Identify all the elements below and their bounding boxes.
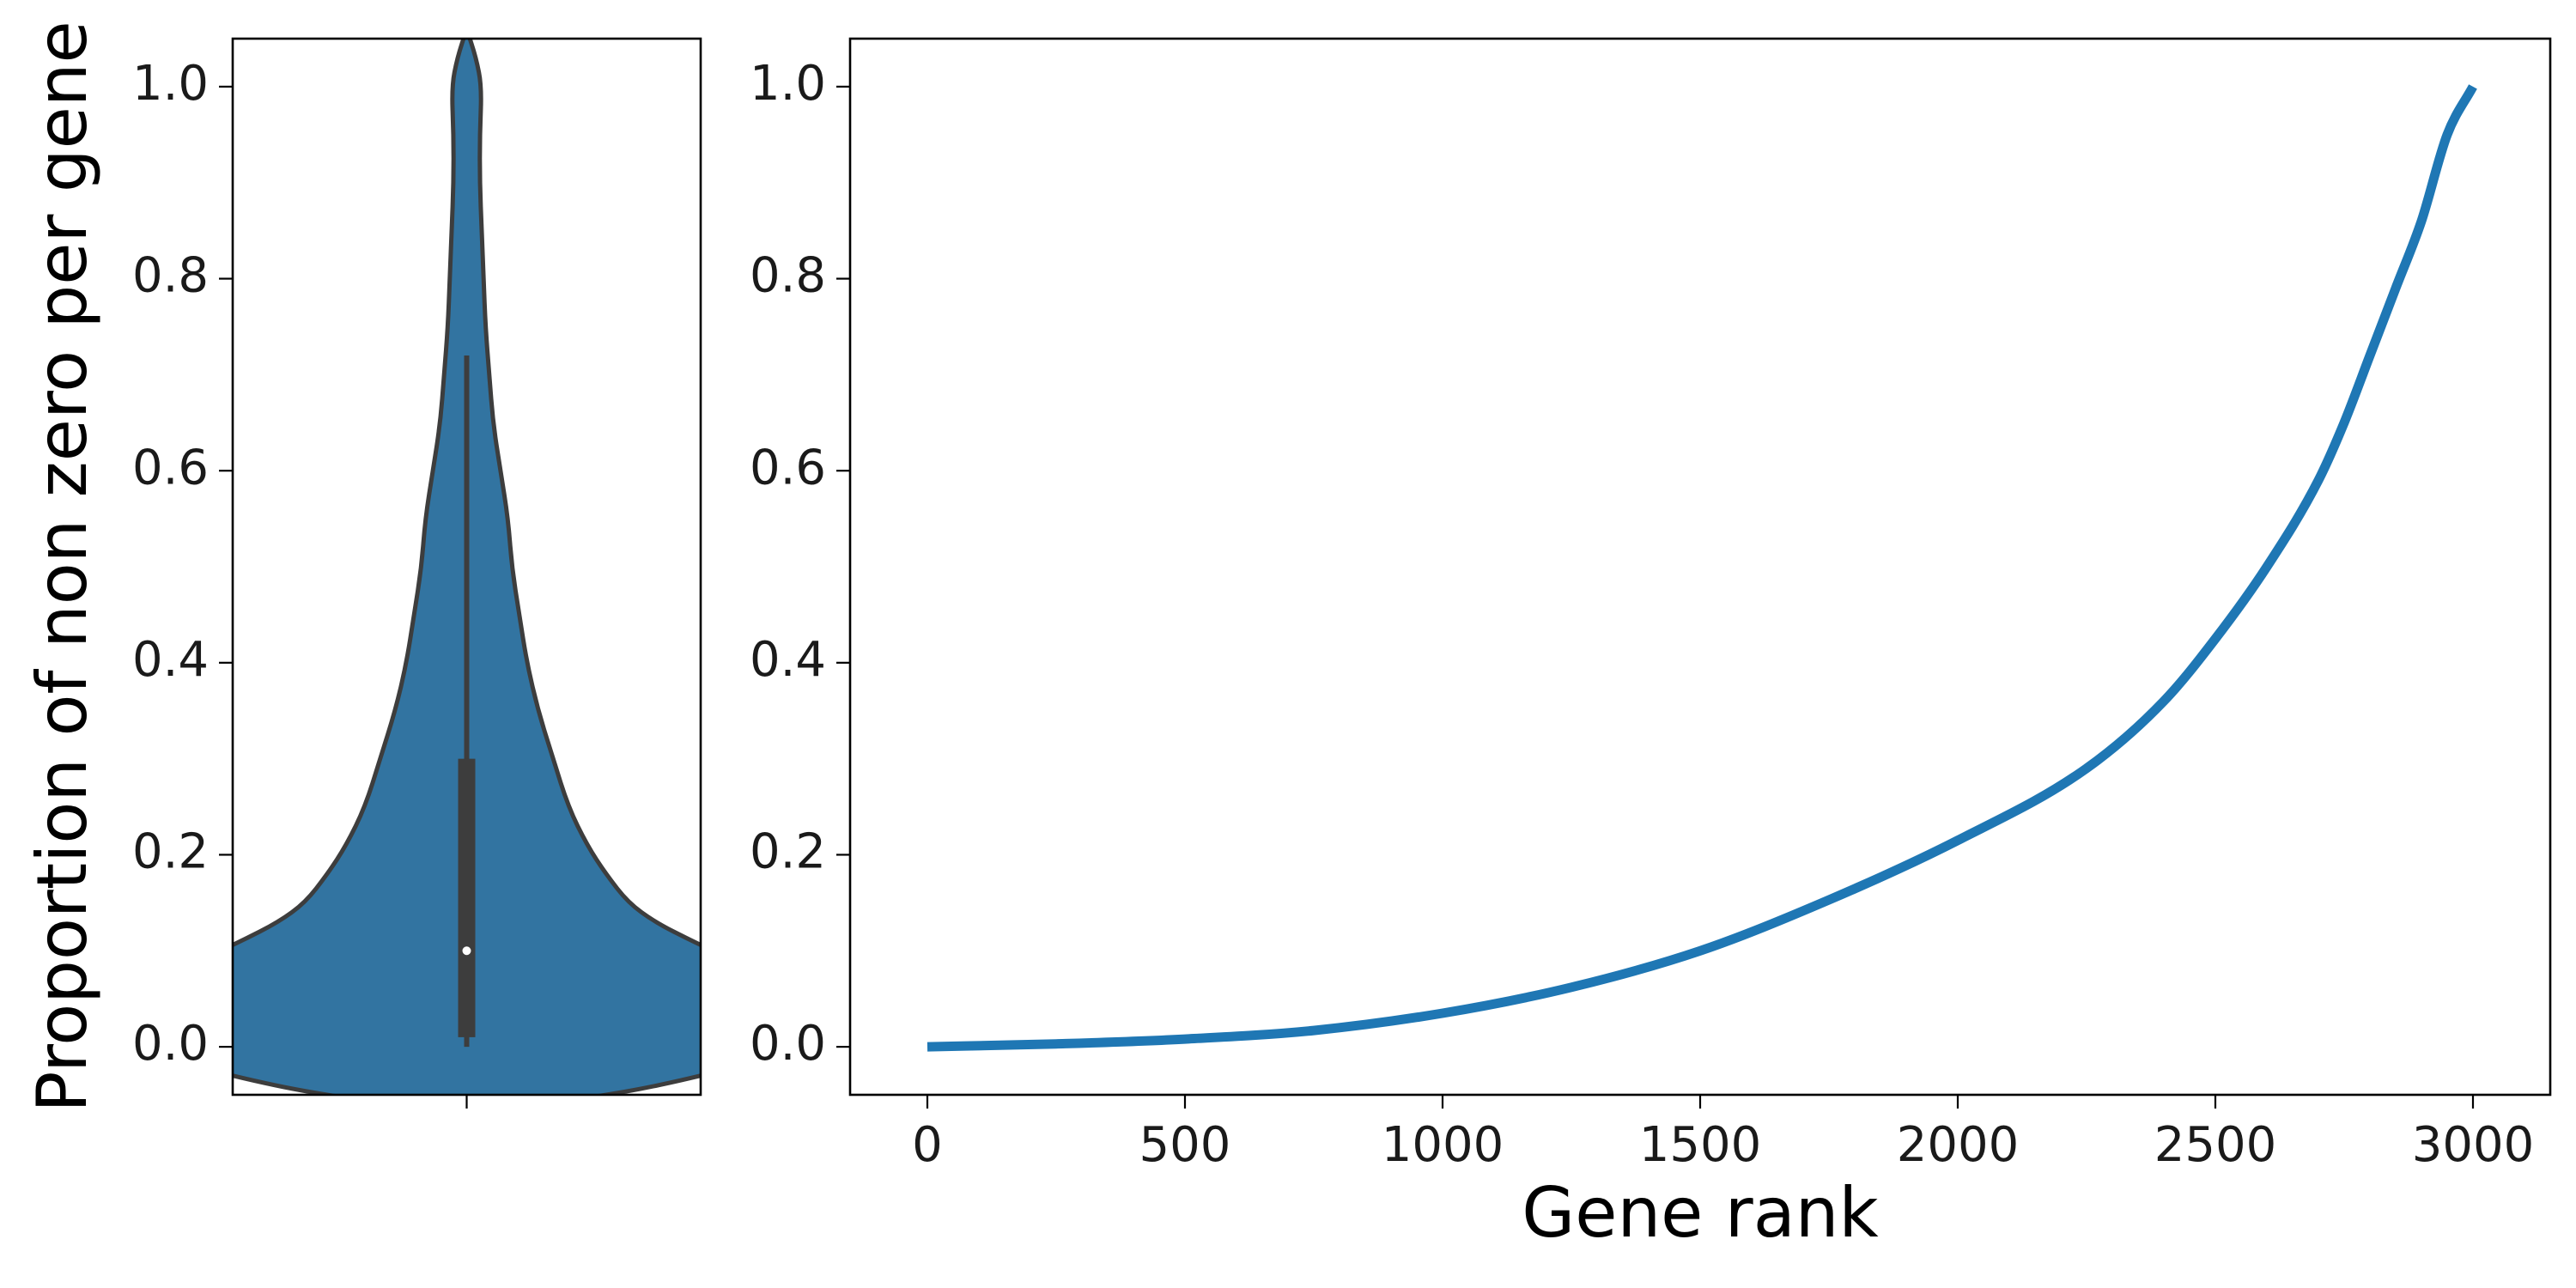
line-y-tick-label: 0.4	[750, 632, 826, 688]
gene-rank-line	[927, 84, 2477, 1052]
line-x-tick-label: 1000	[1382, 1117, 1504, 1173]
line-x-tick-label: 2500	[2154, 1117, 2277, 1173]
line-x-tick-label: 0	[912, 1117, 943, 1173]
line-y-ticks: 0.0 0.2 0.4 0.6 0.8 1.0	[750, 56, 850, 1072]
line-y-tick-label: 0.0	[750, 1016, 826, 1072]
line-panel: 0.0 0.2 0.4 0.6 0.8 1.0 0 500 1000 1500 2000 2500 3…	[750, 37, 2552, 1253]
line-x-axis-label: Gene rank	[1522, 1173, 1879, 1253]
line-x-tick-label: 500	[1139, 1117, 1231, 1173]
line-y-tick-label: 1.0	[750, 56, 826, 112]
violin-box	[458, 355, 476, 1048]
violin-y-tick-label: 1.0	[132, 56, 209, 112]
line-y-tick-label: 0.2	[750, 824, 826, 880]
violin-y-ticks: 0.0 0.2 0.4 0.6 0.8 1.0	[132, 56, 233, 1072]
line-axes-frame	[848, 37, 2552, 1097]
violin-y-tick-label: 0.4	[132, 632, 209, 688]
line-x-tick-label: 1500	[1639, 1117, 1762, 1173]
violin-y-axis-label: Proportion of non zero per gene	[22, 21, 102, 1112]
violin-y-tick-label: 0.0	[132, 1016, 209, 1072]
violin-y-tick-label: 0.2	[132, 824, 209, 880]
violin-y-tick-label: 0.8	[132, 248, 209, 304]
line-x-tick-label: 3000	[2412, 1117, 2535, 1173]
violin-panel: 0.0 0.2 0.4 0.6 0.8 1.0 Proportion of non zer…	[22, 21, 702, 1113]
line-x-ticks: 0 500 1000 1500 2000 2500 3000	[912, 1095, 2534, 1173]
line-y-tick-label: 0.8	[750, 248, 826, 304]
violin-y-tick-label: 0.6	[132, 440, 209, 495]
line-x-tick-label: 2000	[1897, 1117, 2020, 1173]
line-y-tick-label: 0.6	[750, 440, 826, 495]
violin-iqr-box	[458, 758, 476, 1037]
violin-median-dot	[462, 946, 471, 956]
